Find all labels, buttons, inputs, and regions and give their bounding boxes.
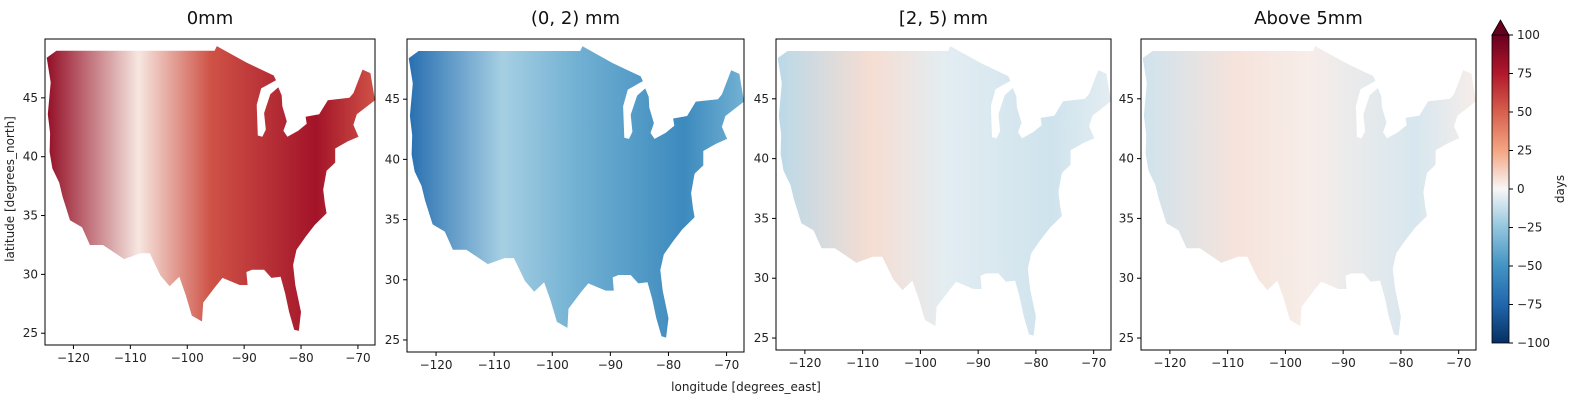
y-tick-label: 45: [23, 91, 38, 105]
y-tick-label: 30: [754, 271, 769, 285]
colorbar-tick-label: 0: [1517, 182, 1525, 196]
y-tick-label: 40: [754, 152, 769, 166]
y-tick-label: 30: [23, 267, 38, 281]
x-tick-label: −90: [231, 351, 256, 365]
colorbar-tick-label: −75: [1517, 298, 1542, 312]
colorbar-label: days: [1553, 175, 1567, 203]
y-tick-label: 40: [1119, 152, 1134, 166]
plot-frame: [44, 38, 376, 346]
colorbar-extend-arrow: [1491, 19, 1510, 36]
x-tick-label: −80: [1388, 356, 1413, 370]
x-tick-label: −90: [965, 356, 990, 370]
x-axis-label: longitude [degrees_east]: [671, 380, 821, 394]
x-tick-label: −110: [846, 356, 879, 370]
y-tick-label: 45: [385, 92, 400, 106]
colorbar-tick-label: −25: [1517, 221, 1542, 235]
y-tick-label: 25: [23, 326, 38, 340]
us-map-area: [777, 46, 1111, 336]
colorbar-tick-label: −50: [1517, 259, 1542, 273]
y-tick-label: 30: [1119, 271, 1134, 285]
x-tick-label: −110: [1211, 356, 1244, 370]
x-tick-label: −100: [1269, 356, 1302, 370]
y-tick-label: 30: [385, 273, 400, 287]
y-tick-label: 35: [754, 211, 769, 225]
panel-title: (0, 2) mm: [531, 8, 620, 29]
map-panel: (0, 2) mm −120 −110 −100 −90 −80 −70 25 30 35 40 45: [385, 8, 745, 372]
x-tick-label: −70: [1081, 356, 1106, 370]
y-tick-label: 25: [385, 333, 400, 347]
x-tick-label: −80: [656, 358, 681, 372]
y-tick-label: 40: [23, 150, 38, 164]
plot-frame: [1140, 38, 1477, 351]
colorbar-tick-label: 25: [1517, 144, 1532, 158]
x-tick-label: −120: [420, 358, 453, 372]
x-tick-label: −120: [57, 351, 90, 365]
x-tick-label: −80: [1023, 356, 1048, 370]
plot-frame: [406, 38, 745, 353]
y-tick-label: 45: [754, 92, 769, 106]
x-tick-label: −110: [478, 358, 511, 372]
y-tick-label: 45: [1119, 92, 1134, 106]
y-tick-label: 25: [754, 331, 769, 345]
x-tick-label: −120: [788, 356, 821, 370]
us-map-area: [408, 46, 744, 338]
x-tick-label: −100: [171, 351, 204, 365]
map-panel: 0mm −120 −110 −100 −90 −80 −70 25 30 35 40 45: [23, 8, 376, 365]
x-tick-label: −70: [714, 358, 739, 372]
colorbar: 100 75 50 25 0 −25 −50 −75 −100 days: [1491, 19, 1567, 350]
x-tick-label: −90: [598, 358, 623, 372]
x-tick-label: −80: [288, 351, 313, 365]
x-tick-label: −120: [1153, 356, 1186, 370]
x-tick-label: −90: [1330, 356, 1355, 370]
y-tick-label: 35: [23, 209, 38, 223]
x-tick-label: −100: [536, 358, 569, 372]
y-tick-label: 40: [385, 152, 400, 166]
panel-title: 0mm: [187, 8, 234, 29]
map-panel: Above 5mm −120 −110 −100 −90 −80 −70 25 30 35 40 45: [1119, 8, 1477, 370]
plot-frame: [775, 38, 1112, 351]
y-tick-label: 25: [1119, 331, 1134, 345]
colorbar-tick-label: 100: [1517, 28, 1540, 42]
panel-title: Above 5mm: [1254, 8, 1363, 29]
colorbar-tick-label: 50: [1517, 105, 1532, 119]
x-tick-label: −100: [904, 356, 937, 370]
x-tick-label: −70: [1446, 356, 1471, 370]
colorbar-tick-label: 75: [1517, 67, 1532, 81]
us-map-area: [46, 46, 375, 331]
y-tick-label: 35: [385, 213, 400, 227]
colorbar-gradient: [1491, 34, 1510, 344]
us-map-area: [1142, 46, 1476, 336]
y-axis-label: latitude [degrees_north]: [3, 116, 17, 262]
colorbar-tick-label: −100: [1517, 336, 1550, 350]
x-tick-label: −70: [345, 351, 370, 365]
y-tick-label: 35: [1119, 211, 1134, 225]
x-tick-label: −110: [114, 351, 147, 365]
map-panel: [2, 5) mm −120 −110 −100 −90 −80 −70 25 30 35 40 45: [754, 8, 1112, 370]
panel-title: [2, 5) mm: [899, 8, 988, 29]
